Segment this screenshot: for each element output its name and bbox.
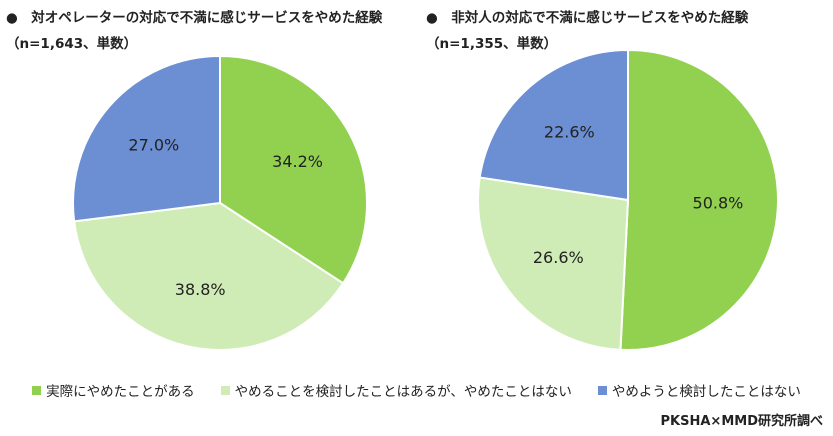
chart-1-subtitle: （n=1,643、単数） — [6, 36, 138, 52]
pie-data-label-0: 50.8% — [693, 193, 744, 212]
legend: 実際にやめたことがある やめることを検討したことはあるが、やめたことはない やめ… — [0, 380, 833, 400]
pie-chart-non-human: 50.8% 26.6% 22.6% — [477, 48, 779, 351]
legend-label: 実際にやめたことがある — [46, 384, 195, 400]
pie-slice-0 — [619, 48, 779, 351]
legend-item-actually-quit: 実際にやめたことがある — [32, 380, 195, 400]
pie-data-label-0: 34.2% — [272, 152, 323, 171]
legend-swatch — [597, 385, 607, 395]
legend-item-considered-not-quit: やめることを検討したことはあるが、やめたことはない — [220, 380, 572, 400]
legend-label: やめようと検討したことはない — [611, 384, 801, 400]
pie-slice-1 — [477, 176, 630, 351]
pie-data-label-1: 38.8% — [175, 280, 226, 299]
pie-chart-operator: 34.2% 38.8% 27.0% — [72, 54, 368, 351]
pie-data-label-2: 22.6% — [544, 123, 595, 142]
pie-slice-1 — [73, 201, 345, 351]
legend-label: やめることを検討したことはあるが、やめたことはない — [234, 384, 572, 400]
pie-slice-2 — [72, 54, 221, 223]
chart-1-title: ● 対オペレーターの対応で不満に感じサービスをやめた経験 — [6, 10, 383, 26]
legend-swatch — [220, 385, 230, 395]
chart-2-title: ● 非対人の対応で不満に感じサービスをやめた経験 — [426, 10, 749, 26]
pie-data-label-2: 27.0% — [128, 136, 179, 155]
legend-swatch — [32, 385, 42, 395]
chart-2-subtitle: （n=1,355、単数） — [426, 36, 558, 52]
source-credit: PKSHA×MMD研究所調べ — [660, 414, 823, 429]
legend-item-never-considered: やめようと検討したことはない — [597, 380, 801, 400]
pie-slice-2 — [478, 48, 629, 202]
pie-data-label-1: 26.6% — [533, 248, 584, 267]
